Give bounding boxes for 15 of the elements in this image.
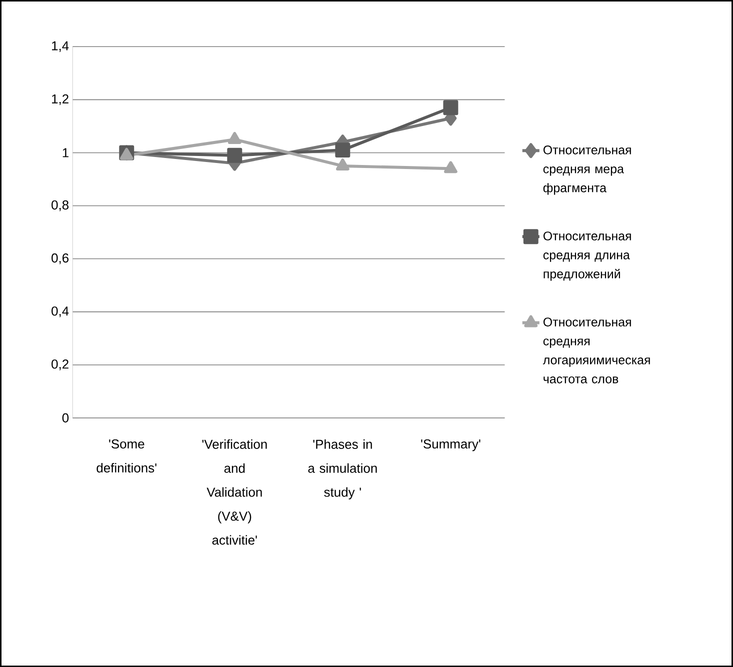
x-tick-label: 'Phases in a simulation study ' [308, 439, 377, 500]
y-tick-label: 1,2 [52, 94, 68, 105]
x-tick-label: 'Summary' [421, 439, 480, 452]
legend-label: Относительная средняя мера фрагмента [543, 145, 631, 195]
legend-label: Относительная средняя длина предложений [543, 232, 631, 281]
legend-label: Относительная средняя логарияимическая частота слов [542, 318, 650, 384]
y-tick-label: 0,2 [52, 359, 68, 370]
x-tick-label: 'Some definitions' [96, 439, 156, 472]
y-tick-label: 0,8 [52, 200, 69, 212]
y-tick-label: 0,4 [52, 306, 69, 318]
y-tick-label: 1,4 [52, 41, 69, 52]
y-tick-label: 0,6 [52, 253, 69, 264]
y-tick-label: 1 [62, 148, 68, 158]
x-tick-label: 'Verification and Validation (V&V) activitie' [202, 439, 267, 545]
y-tick-label: 0 [62, 413, 69, 422]
